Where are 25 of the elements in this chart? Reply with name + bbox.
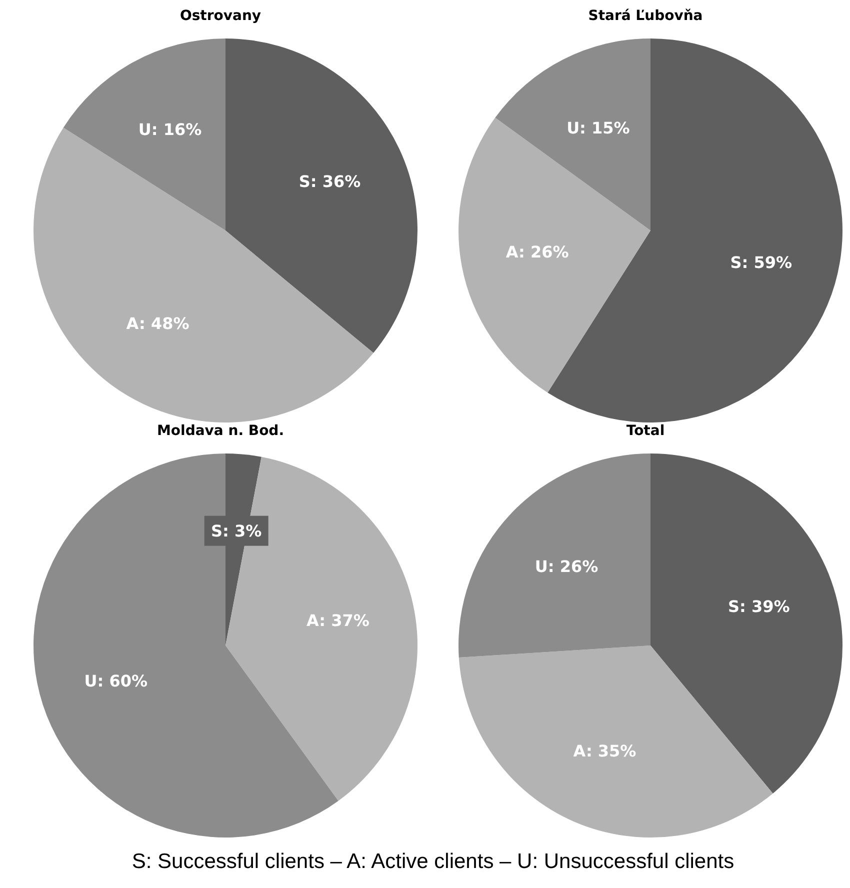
slice-label: S: 59% bbox=[730, 253, 792, 272]
slice-label: U: 26% bbox=[534, 557, 598, 576]
slice-label: S: 36% bbox=[298, 172, 361, 191]
slice-label: U: 16% bbox=[138, 120, 202, 140]
pie-slice bbox=[63, 38, 226, 230]
pie-slice bbox=[226, 456, 418, 801]
slice-label: S: 3% bbox=[211, 521, 262, 540]
pie-slice bbox=[458, 646, 773, 838]
chart-title: Ostrovany bbox=[178, 8, 262, 24]
slice-label: S: 39% bbox=[728, 596, 790, 616]
slice-label: U: 60% bbox=[84, 672, 148, 691]
pie-slice bbox=[495, 38, 650, 230]
chart-title: Moldava n. Bod. bbox=[156, 423, 286, 439]
slice-label: A: 48% bbox=[126, 314, 190, 334]
pie-slice bbox=[650, 454, 842, 794]
slice-label: A: 37% bbox=[306, 610, 370, 630]
slice-label: A: 26% bbox=[506, 242, 569, 262]
text: S: Successful clients – A: Active clients – U: Unsuccessful clients bbox=[130, 850, 736, 874]
pie-slice bbox=[226, 38, 418, 353]
slice-label: U: 15% bbox=[566, 118, 630, 138]
pie-slice bbox=[458, 454, 650, 658]
slice-label: A: 35% bbox=[573, 742, 636, 761]
chart-title: Stará Ľubovňa bbox=[587, 8, 704, 24]
pie-slice bbox=[458, 118, 650, 393]
chart-title: Total bbox=[625, 423, 666, 439]
